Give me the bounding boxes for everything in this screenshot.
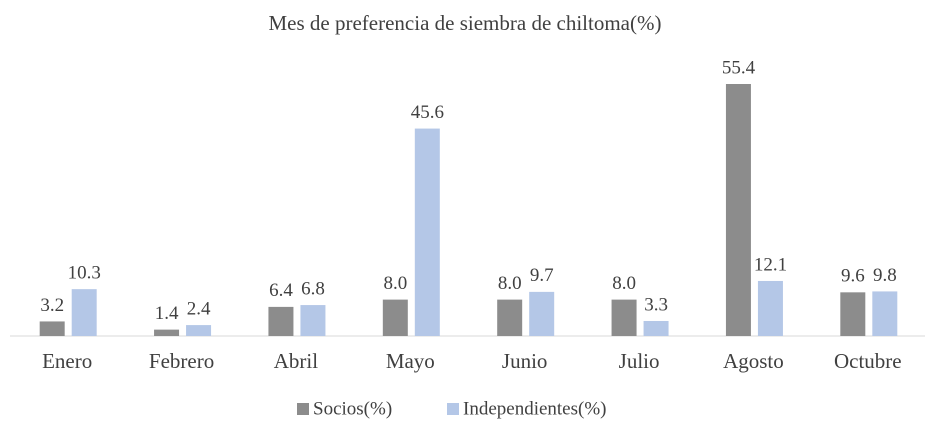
value-label: 55.4 [722,57,756,78]
value-label: 8.0 [498,273,522,294]
bar [414,128,440,336]
chart-title: Mes de preferencia de siembra de chiltom… [269,11,662,35]
bar [154,329,180,336]
bar [643,320,669,336]
x-tick-label: Febrero [149,349,214,373]
x-tick-label: Octubre [834,349,902,373]
x-tick-label: Mayo [386,349,435,373]
value-label: 8.0 [383,273,407,294]
value-label: 6.8 [301,278,325,299]
value-label: 3.3 [644,294,668,315]
value-label: 2.4 [187,298,211,319]
value-label: 12.1 [754,254,787,275]
bar [300,305,326,336]
bar [39,321,65,336]
x-tick-label: Julio [619,349,660,373]
x-tick-label: Enero [42,349,92,373]
value-label: 9.6 [841,266,865,287]
bar [186,325,212,336]
x-tick-label: Abril [274,349,318,373]
legend-label: Socios(%) [313,398,392,419]
x-tick-label: Junio [502,349,548,373]
value-label: 10.3 [68,263,101,284]
bar [757,280,783,336]
value-label: 9.7 [530,265,554,286]
value-label: 1.4 [155,303,179,324]
bar [840,292,866,336]
value-label: 9.8 [873,265,897,286]
bar [71,289,97,336]
value-label: 3.2 [40,295,64,316]
bar [725,84,751,336]
legend-label: Independientes(%) [463,398,607,419]
bar [268,306,294,336]
bar [872,291,898,336]
value-label: 45.6 [411,102,444,123]
legend-swatch [297,403,309,415]
bar [382,299,408,336]
bar [497,299,523,336]
x-tick-label: Agosto [723,349,784,373]
value-label: 8.0 [612,273,636,294]
bar [529,291,555,336]
value-label: 6.4 [269,280,293,301]
bar [611,299,637,336]
legend-swatch [447,403,459,415]
